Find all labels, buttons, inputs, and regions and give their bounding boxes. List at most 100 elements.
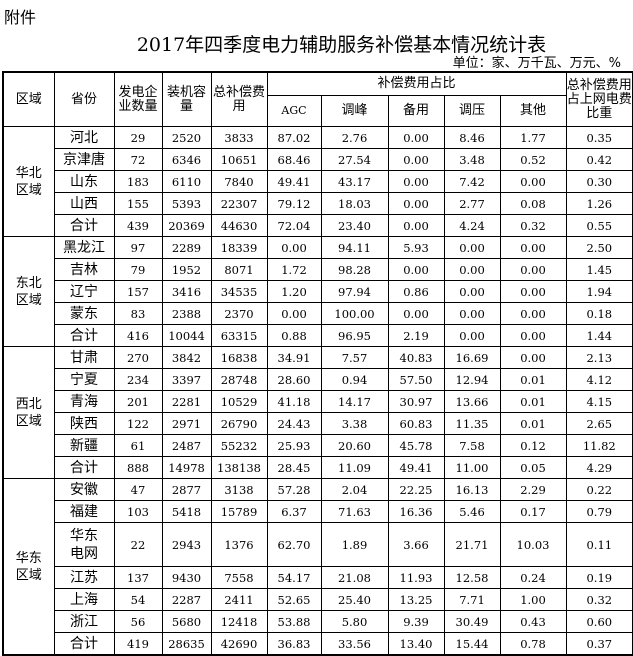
value-cell: 0.01: [499, 412, 567, 435]
value-cell: 11.35: [443, 412, 501, 435]
value-cell: 5.93: [387, 236, 445, 259]
value-cell: 183: [113, 170, 163, 193]
value-cell: 3842: [161, 346, 212, 369]
value-cell: 5.46: [443, 500, 501, 523]
value-cell: 30.97: [387, 390, 445, 413]
value-cell: 8.46: [443, 126, 501, 149]
value-cell: 0.94: [320, 368, 389, 391]
value-cell: 5.80: [320, 610, 389, 633]
table-row: 浙江 56 5680 12418 53.88 5.80 9.39 30.49 0.43 0.60: [3, 610, 633, 633]
value-cell: 18.03: [320, 192, 389, 215]
province-cell: 青海: [53, 390, 115, 413]
value-cell: 1.94: [565, 280, 633, 303]
value-cell: 14.17: [320, 390, 389, 413]
value-cell: 1.00: [499, 588, 567, 611]
table-row: 福建 103 5418 15789 6.37 71.63 16.36 5.46 0.17 0.79: [3, 500, 633, 523]
value-cell: 0.00: [499, 170, 567, 193]
province-cell: 黑龙江: [53, 236, 115, 259]
value-cell: 21.08: [320, 566, 389, 589]
value-cell: 416: [113, 324, 163, 347]
value-cell: 0.37: [565, 632, 633, 656]
value-cell: 4.29: [565, 456, 633, 479]
value-cell: 1376: [210, 522, 268, 567]
value-cell: 7.57: [320, 346, 389, 369]
value-cell: 0.01: [499, 368, 567, 391]
table-row: 山西 155 5393 22307 79.12 18.03 0.00 2.77 0.08 1.26: [3, 192, 633, 215]
value-cell: 24.43: [266, 412, 322, 435]
value-cell: 137: [113, 566, 163, 589]
value-cell: 49.41: [387, 456, 445, 479]
value-cell: 22.25: [387, 478, 445, 501]
value-cell: 1.77: [499, 126, 567, 149]
value-cell: 21.71: [443, 522, 501, 567]
attachment-label: 附件: [4, 8, 37, 27]
value-cell: 63315: [210, 324, 268, 347]
province-cell: 甘肃: [53, 346, 115, 369]
header-ratio: 总补偿费用占上网电费比重: [565, 71, 633, 127]
value-cell: 2.04: [320, 478, 389, 501]
value-cell: 100.00: [320, 302, 389, 325]
value-cell: 0.00: [266, 236, 322, 259]
value-cell: 2520: [161, 126, 212, 149]
value-cell: 87.02: [266, 126, 322, 149]
value-cell: 0.00: [443, 280, 501, 303]
province-cell: 合计: [53, 324, 115, 347]
value-cell: 7840: [210, 170, 268, 193]
value-cell: 1.72: [266, 258, 322, 281]
table-row: 华东区域 安徽 47 2877 3138 57.28 2.04 22.25 16.13 2.29 0…: [2, 478, 633, 656]
value-cell: 96.95: [320, 324, 389, 347]
province-cell: 合计: [53, 632, 115, 656]
table-row: 西北区域 甘肃 270 3842 16838 34.91 7.57 40.83 16.69 0.0…: [2, 346, 633, 479]
value-cell: 0.00: [499, 258, 567, 281]
value-cell: 36.83: [266, 632, 322, 656]
value-cell: 97.94: [320, 280, 389, 303]
value-cell: 270: [113, 346, 163, 369]
value-cell: 2.19: [387, 324, 445, 347]
province-cell: 山西: [53, 192, 115, 215]
table-row: 合计 419 28635 42690 36.83 33.56 13.40 15.44 0.78 0…: [3, 632, 633, 656]
value-cell: 0.78: [499, 632, 567, 656]
value-cell: 0.00: [499, 302, 567, 325]
value-cell: 7.42: [443, 170, 501, 193]
value-cell: 0.00: [443, 258, 501, 281]
province-cell: 华东电网: [53, 522, 115, 567]
value-cell: 2.29: [499, 478, 567, 501]
table-row: 合计 439 20369 44630 72.04 23.40 0.00 4.24 0.32 0.5…: [3, 214, 633, 237]
value-cell: 103: [113, 500, 163, 523]
value-cell: 57.50: [387, 368, 445, 391]
value-cell: 0.18: [565, 302, 633, 325]
province-cell: 新疆: [53, 434, 115, 457]
value-cell: 22: [113, 522, 163, 567]
value-cell: 7558: [210, 566, 268, 589]
value-cell: 61: [113, 434, 163, 457]
value-cell: 201: [113, 390, 163, 413]
value-cell: 3.38: [320, 412, 389, 435]
value-cell: 16.13: [443, 478, 501, 501]
table-row: 合计 416 10044 63315 0.88 96.95 2.19 0.00 0.00 1.44: [3, 324, 633, 347]
value-cell: 44630: [210, 214, 268, 237]
value-cell: 0.00: [443, 302, 501, 325]
value-cell: 11.82: [565, 434, 633, 457]
value-cell: 42690: [210, 632, 268, 656]
value-cell: 4.24: [443, 214, 501, 237]
province-cell: 福建: [53, 500, 115, 523]
value-cell: 28.60: [266, 368, 322, 391]
value-cell: 0.00: [387, 148, 445, 171]
table-row: 华东电网 22 2943 1376 62.70 1.89 3.66 21.71 10.03 0.1…: [3, 522, 633, 567]
value-cell: 12418: [210, 610, 268, 633]
value-cell: 0.01: [499, 390, 567, 413]
value-cell: 13.66: [443, 390, 501, 413]
value-cell: 4.12: [565, 368, 633, 391]
value-cell: 41.18: [266, 390, 322, 413]
province-cell: 合计: [53, 456, 115, 479]
compensation-table: 区域 省份 发电企业数量 装机容量 总补偿费用 补偿费用占比 总补偿费用占上网电…: [2, 71, 633, 656]
value-cell: 28.45: [266, 456, 322, 479]
value-cell: 72.04: [266, 214, 322, 237]
value-cell: 0.00: [387, 302, 445, 325]
province-cell: 江苏: [53, 566, 115, 589]
value-cell: 1.20: [266, 280, 322, 303]
header-peak: 调峰: [320, 95, 389, 127]
value-cell: 2287: [161, 588, 212, 611]
province-cell: 安徽: [53, 478, 115, 501]
province-cell: 合计: [53, 214, 115, 237]
